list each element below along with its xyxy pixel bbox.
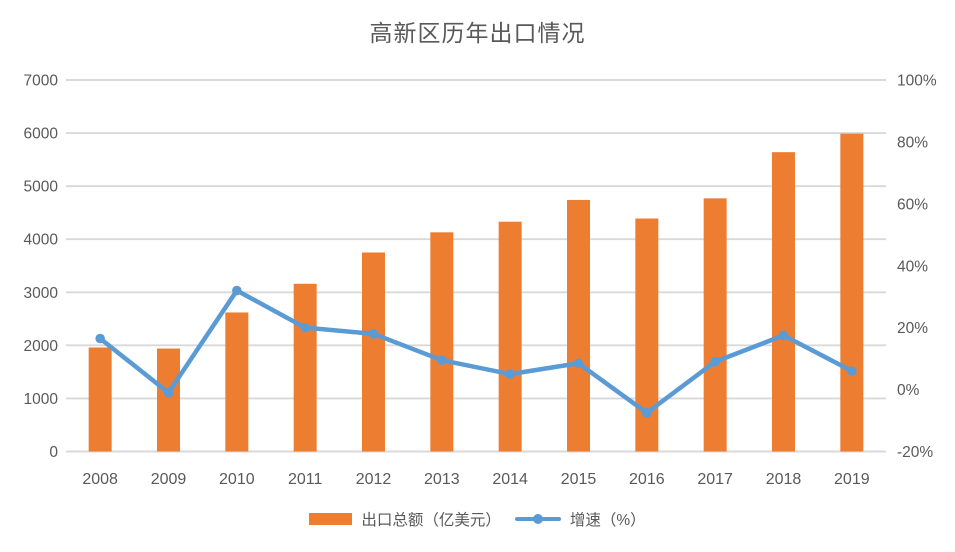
left-axis-tick: 7000 xyxy=(24,73,59,90)
x-axis-tick: 2009 xyxy=(151,471,187,488)
legend-line-swatch-icon xyxy=(514,514,561,524)
left-axis-tick: 3000 xyxy=(24,285,59,302)
point-2018 xyxy=(778,330,789,341)
left-axis-tick: 5000 xyxy=(24,179,59,196)
x-axis-tick: 2012 xyxy=(356,471,392,488)
legend: 出口总额（亿美元） 增速（%） xyxy=(0,503,955,535)
x-axis-tick: 2013 xyxy=(424,471,460,488)
left-axis-tick: 4000 xyxy=(24,232,59,249)
right-axis-tick: 20% xyxy=(897,320,928,337)
chart-title: 高新区历年出口情况 xyxy=(369,21,586,46)
right-axis-tick: 100% xyxy=(897,73,937,90)
point-2013 xyxy=(437,355,447,365)
legend-exports-label: 出口总额（亿美元） xyxy=(361,512,501,529)
bar-2009 xyxy=(157,348,180,452)
x-axis-tick: 2019 xyxy=(834,471,870,488)
bar-2016 xyxy=(635,218,659,452)
point-2008 xyxy=(95,333,105,344)
point-2010 xyxy=(232,285,242,296)
bar-2008 xyxy=(88,347,112,452)
bar-2014 xyxy=(498,221,522,452)
bar-2019 xyxy=(840,133,864,452)
point-2009 xyxy=(163,387,174,398)
bar-2012 xyxy=(362,252,385,452)
point-2011 xyxy=(300,322,310,333)
growth-line xyxy=(97,288,855,416)
bar-2013 xyxy=(430,232,454,452)
x-axis-tick: 2008 xyxy=(82,471,118,488)
x-axis-tick: 2015 xyxy=(561,471,597,488)
point-2016 xyxy=(642,408,652,418)
bar-2017 xyxy=(703,198,727,452)
bar-2015 xyxy=(567,199,590,452)
left-axis-tick: 1000 xyxy=(24,391,59,408)
legend-item-growth: 增速（%） xyxy=(514,508,646,530)
left-axis-tick: 6000 xyxy=(24,126,59,143)
left-axis-tick: 0 xyxy=(49,444,58,461)
left-axis-tick: 2000 xyxy=(24,338,59,355)
right-axis-tick: -20% xyxy=(897,444,933,461)
legend-item-exports: 出口总额（亿美元） xyxy=(309,508,501,530)
bar-2018 xyxy=(772,152,795,452)
legend-bar-swatch-icon xyxy=(309,513,353,525)
point-2017 xyxy=(710,356,720,367)
x-axis-tick: 2014 xyxy=(492,471,528,488)
point-2014 xyxy=(505,369,515,379)
x-axis-tick: 2017 xyxy=(697,471,733,488)
bar-2011 xyxy=(293,283,317,452)
x-axis-tick: 2016 xyxy=(629,471,665,488)
point-2012 xyxy=(368,329,379,339)
right-axis-tick: 0% xyxy=(897,382,920,399)
right-axis-tick: 40% xyxy=(897,258,928,275)
x-axis-tick: 2010 xyxy=(219,471,255,488)
right-axis-tick: 80% xyxy=(897,134,928,151)
point-2019 xyxy=(847,366,857,376)
x-axis-tick: 2018 xyxy=(766,471,802,488)
right-axis-tick: 60% xyxy=(897,196,928,213)
x-axis-tick: 2011 xyxy=(288,471,323,488)
bar-2010 xyxy=(225,312,249,452)
legend-growth-label: 增速（%） xyxy=(569,512,646,529)
point-2015 xyxy=(573,358,584,369)
